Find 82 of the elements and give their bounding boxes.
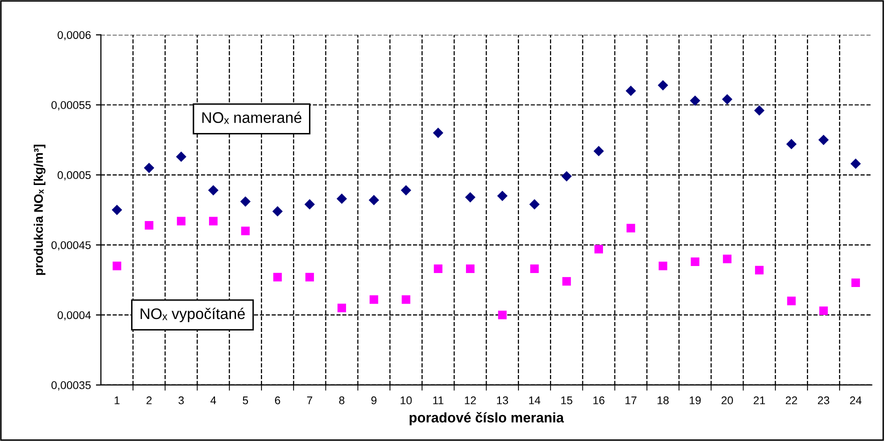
y-tick-label: 0,00045 [51,241,91,250]
point [144,221,154,230]
point [402,295,410,304]
x-tick-label: 19 [690,396,701,404]
x-tick-label: 16 [593,396,604,404]
point [530,264,539,274]
point [754,105,765,116]
text: NOₓ vypočítané [140,308,245,322]
point [434,264,442,274]
point [112,204,122,216]
x-tick-label: 2 [146,396,152,404]
point [400,185,412,196]
point [465,192,476,203]
point [819,306,828,316]
point [562,277,571,286]
x-tick-label: 6 [275,396,280,404]
x-tick-label: 8 [339,396,344,404]
point [368,194,380,206]
x-tick-label: 21 [754,396,765,404]
point [658,80,668,90]
x-tick-label: 23 [818,396,830,404]
point [690,257,700,266]
point [626,86,636,96]
x-tick-label: 3 [178,396,184,404]
point [466,264,475,274]
y-axis-title: produkcia NOₓ [kg/m³] [34,144,46,275]
point [722,254,732,264]
point [755,266,764,274]
x-tick-label: 7 [307,396,312,404]
x-tick-label: 22 [786,396,798,404]
point [658,262,668,270]
point [240,196,251,207]
point [787,296,796,306]
point [432,128,444,138]
point [272,206,283,217]
point [241,226,250,236]
point [176,151,186,162]
point [305,272,314,282]
point [690,95,700,106]
y-tick-label: 0,00055 [51,101,91,110]
point [594,146,604,156]
point [176,216,186,226]
x-tick-label: 11 [433,396,444,404]
y-tick-label: 0,0005 [58,171,91,180]
point [786,138,797,150]
x-tick-label: 24 [850,396,862,404]
x-tick-label: 5 [242,396,248,404]
y-tick-label: 0,0006 [58,31,91,40]
point [626,224,636,232]
point [851,278,860,288]
x-tick-label: 4 [210,396,216,404]
y-tick-label: 0,0004 [58,311,91,320]
point [561,171,572,182]
x-tick-label: 17 [626,396,636,404]
point [498,310,507,320]
x-tick-label: 18 [658,396,669,404]
x-tick-label: 14 [529,396,540,404]
point [336,194,347,204]
point [209,216,218,226]
point [850,158,861,169]
x-tick-label: 15 [561,396,572,404]
text: NOₓ namerané [202,112,302,124]
x-axis-title: poradové číslo merania [410,412,564,426]
point [273,272,282,282]
x-tick-label: 10 [400,396,412,404]
point [594,244,603,254]
point [497,190,508,202]
point [112,262,122,270]
point [337,304,346,312]
point [144,162,154,174]
x-tick-label: 1 [114,396,120,404]
x-tick-label: 9 [371,396,376,404]
y-tick-label: 0,00035 [51,381,91,390]
point [818,134,829,146]
x-tick-label: 12 [464,396,476,404]
point [304,199,315,210]
point [722,94,732,104]
x-tick-label: 20 [722,396,733,404]
point [370,295,378,304]
point [529,199,540,210]
point [208,185,218,196]
x-tick-label: 13 [497,396,508,404]
